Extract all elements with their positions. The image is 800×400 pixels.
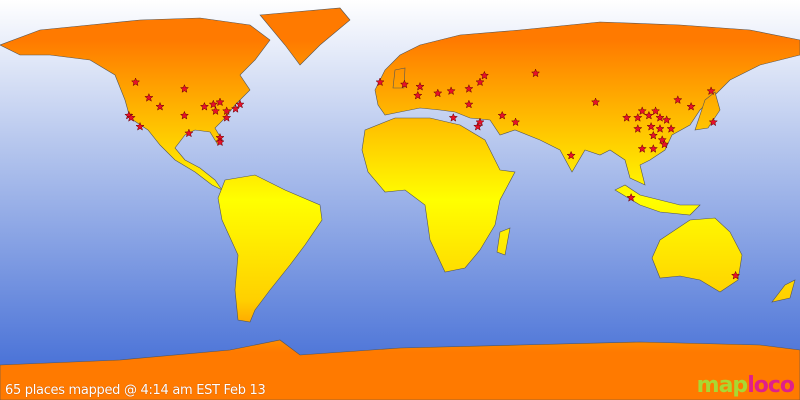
star-icon[interactable] <box>144 92 154 102</box>
star-icon[interactable] <box>475 77 485 87</box>
star-icon[interactable] <box>448 112 458 122</box>
star-icon[interactable] <box>650 106 661 116</box>
star-icon[interactable] <box>208 99 218 109</box>
eurasia <box>374 21 800 186</box>
star-icon[interactable] <box>130 77 141 87</box>
star-icon[interactable] <box>135 121 145 131</box>
star-icon[interactable] <box>648 130 658 140</box>
star-icon[interactable] <box>230 104 241 113</box>
new-zealand <box>771 279 796 303</box>
star-icon[interactable] <box>637 144 647 153</box>
star-icon[interactable] <box>626 192 636 202</box>
star-icon[interactable] <box>566 150 576 160</box>
star-icon[interactable] <box>155 101 165 111</box>
star-icon[interactable] <box>479 70 490 80</box>
place-markers <box>124 68 741 280</box>
star-icon[interactable] <box>399 79 410 89</box>
landmasses <box>0 7 800 400</box>
star-icon[interactable] <box>199 101 210 111</box>
star-icon[interactable] <box>446 86 456 96</box>
star-icon[interactable] <box>708 117 718 127</box>
star-icon[interactable] <box>655 112 665 122</box>
star-icon[interactable] <box>706 86 716 96</box>
star-icon[interactable] <box>179 110 190 120</box>
north-america <box>0 17 271 191</box>
star-icon[interactable] <box>655 124 665 133</box>
star-icon[interactable] <box>184 128 194 138</box>
star-icon[interactable] <box>510 117 521 127</box>
places-mapped-caption: 65 places mapped @ 4:14 am EST Feb 13 <box>5 383 266 398</box>
maploco-logo[interactable]: maploco <box>696 373 795 398</box>
star-icon[interactable] <box>633 112 643 122</box>
star-icon[interactable] <box>222 112 232 122</box>
star-icon[interactable] <box>464 84 474 93</box>
star-icon[interactable] <box>662 115 672 124</box>
star-icon[interactable] <box>215 137 225 147</box>
star-icon[interactable] <box>657 135 667 144</box>
star-icon[interactable] <box>126 112 136 122</box>
star-icon[interactable] <box>215 97 225 107</box>
star-icon[interactable] <box>646 121 656 131</box>
star-icon[interactable] <box>210 106 221 116</box>
logo-part-loco: loco <box>747 373 795 398</box>
star-icon[interactable] <box>590 97 601 107</box>
star-icon[interactable] <box>375 77 385 87</box>
star-icon[interactable] <box>673 95 683 104</box>
star-icon[interactable] <box>622 112 632 122</box>
star-icon[interactable] <box>637 106 647 116</box>
star-icon[interactable] <box>475 117 485 127</box>
logo-part-map: map <box>696 373 749 398</box>
star-icon[interactable] <box>730 270 741 280</box>
madagascar <box>496 227 511 256</box>
star-icon[interactable] <box>633 124 643 133</box>
star-icon[interactable] <box>464 99 474 109</box>
indonesia <box>614 184 701 216</box>
star-icon[interactable] <box>497 110 507 120</box>
africa <box>361 117 516 273</box>
south-america <box>217 174 323 323</box>
star-icon[interactable] <box>686 101 696 111</box>
star-icon[interactable] <box>530 68 541 78</box>
star-icon[interactable] <box>666 124 676 133</box>
star-icon[interactable] <box>473 121 483 131</box>
star-icon[interactable] <box>433 88 443 98</box>
star-icon[interactable] <box>415 81 425 91</box>
australia <box>651 217 743 293</box>
star-icon[interactable] <box>648 144 658 153</box>
star-icon[interactable] <box>235 99 245 109</box>
star-icon[interactable] <box>644 110 654 120</box>
star-icon[interactable] <box>413 90 423 100</box>
star-icon[interactable] <box>659 139 670 149</box>
greenland <box>259 7 351 66</box>
star-icon[interactable] <box>179 84 190 93</box>
antarctica <box>0 339 800 400</box>
star-icon[interactable] <box>222 106 232 116</box>
